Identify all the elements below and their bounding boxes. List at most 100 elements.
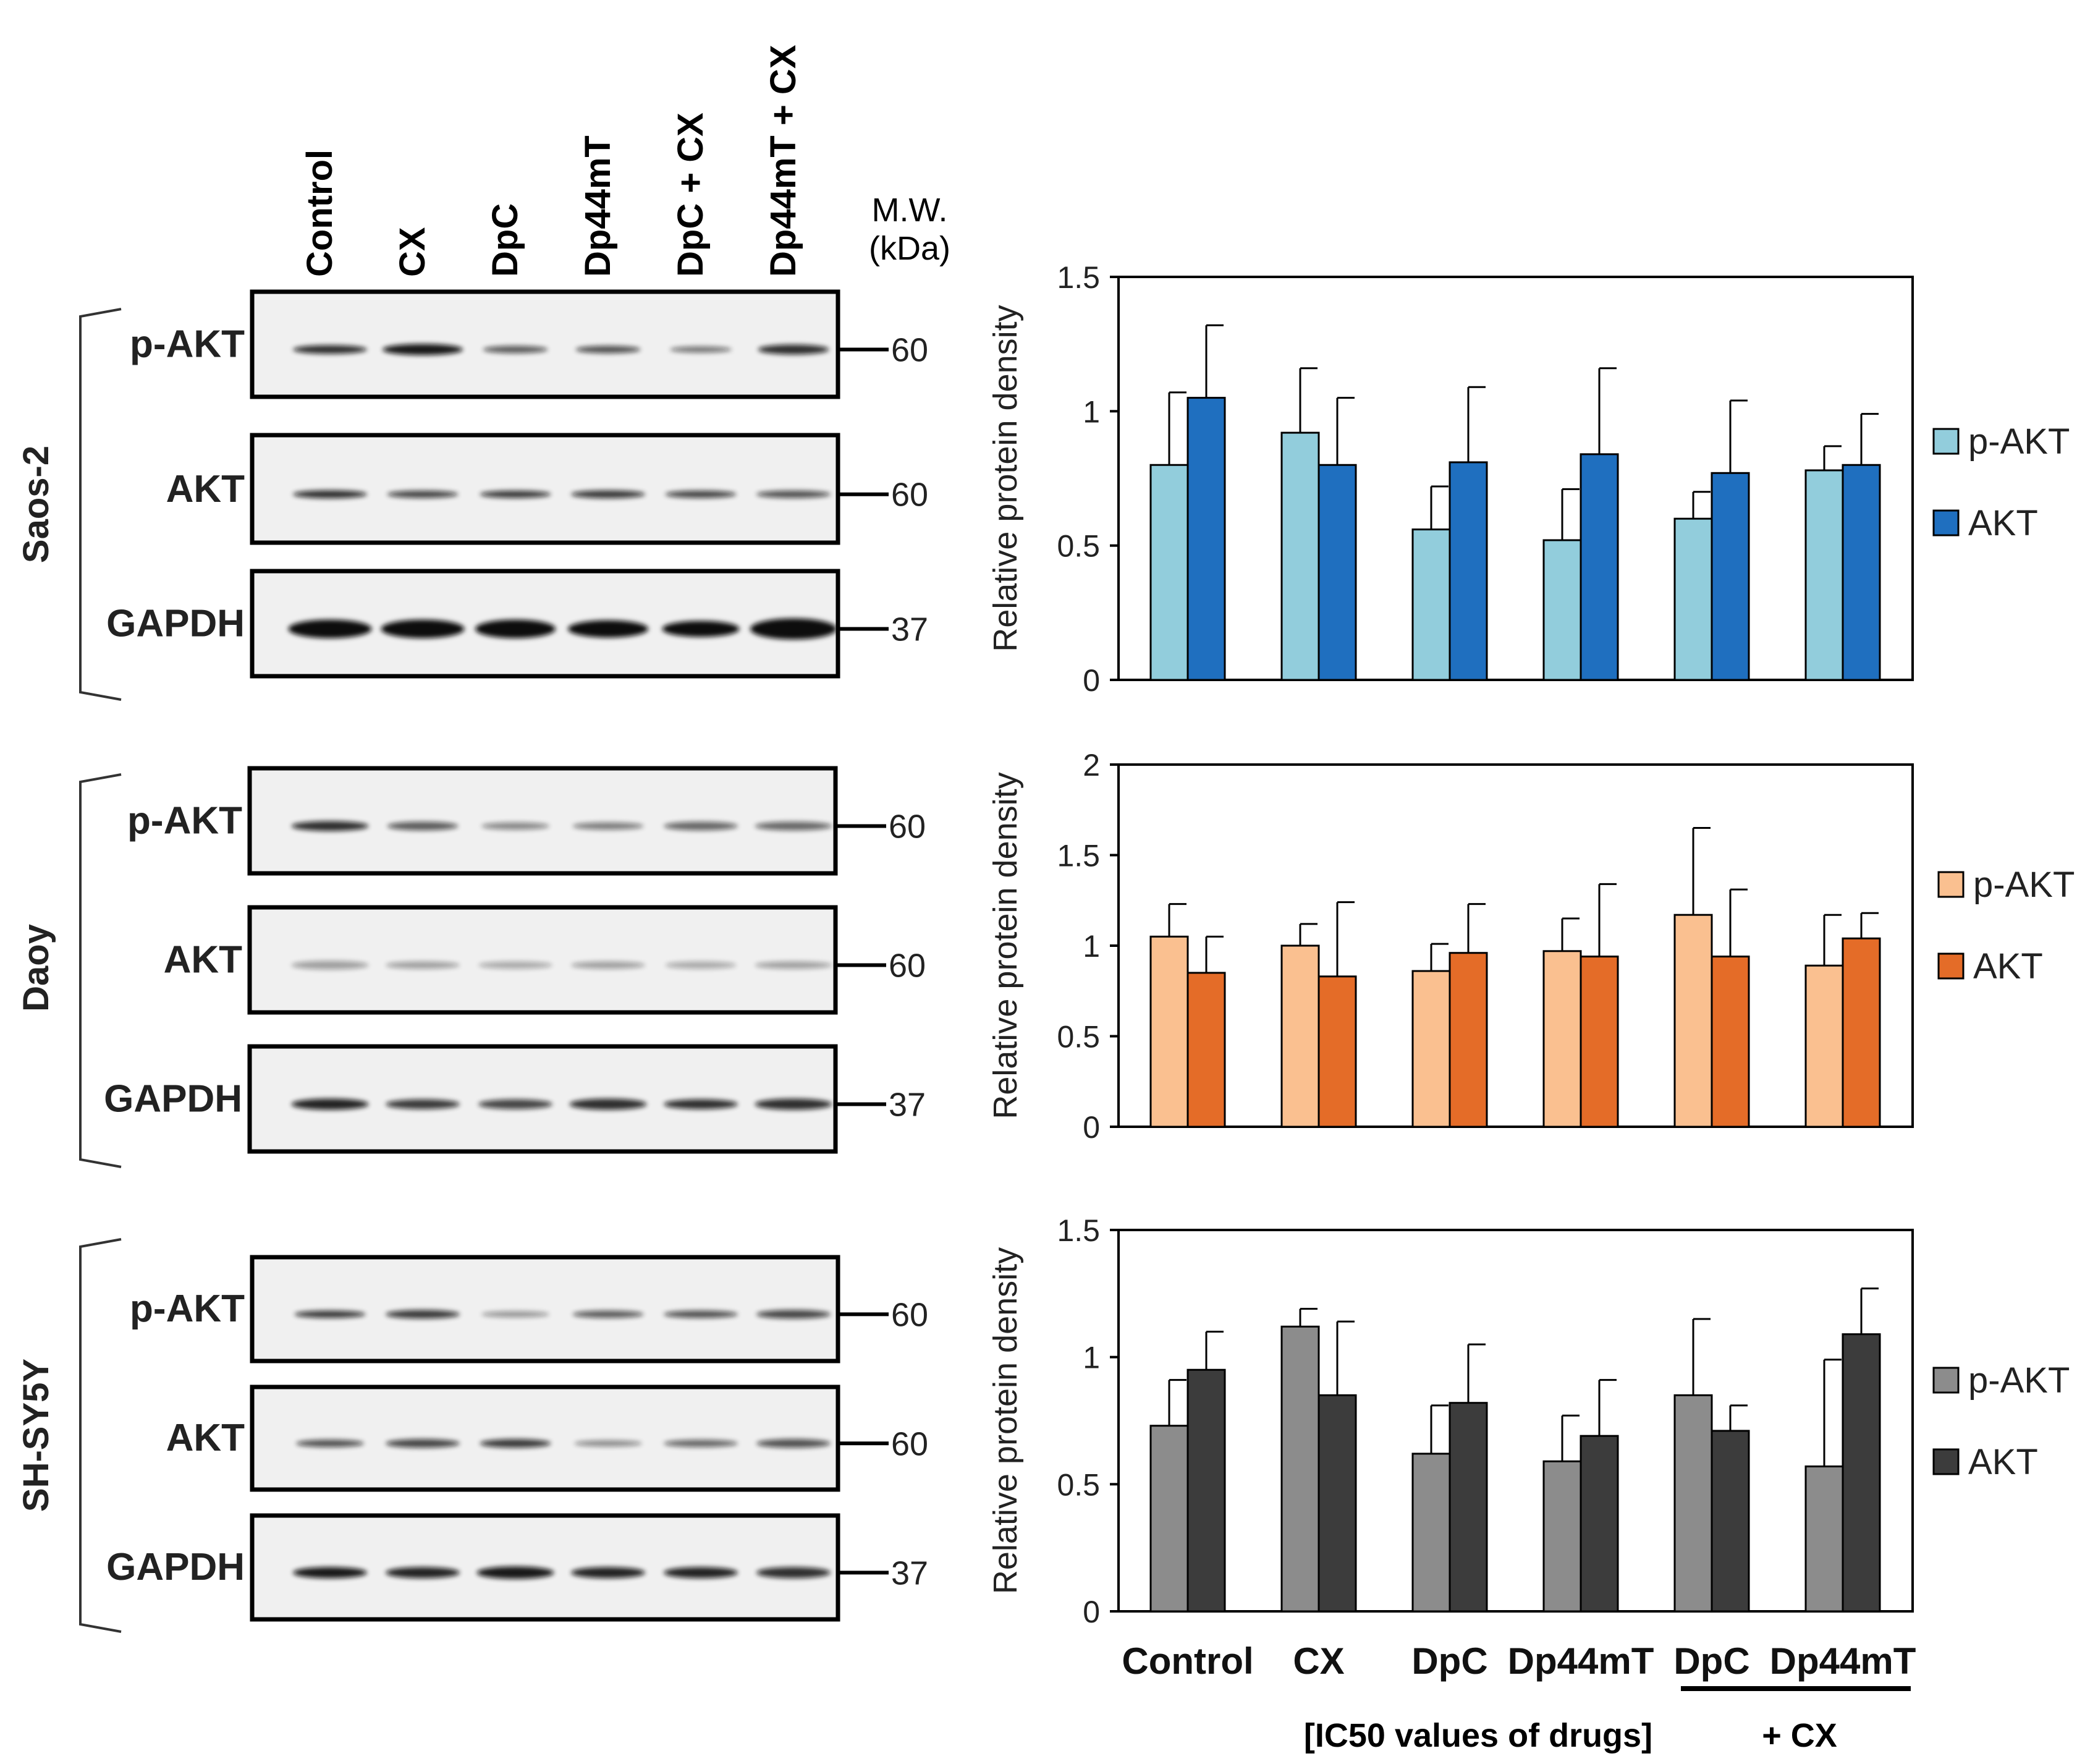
blot-band — [480, 490, 551, 498]
y-tick-label: 1 — [1083, 394, 1100, 429]
legend-label: AKT — [1968, 1442, 2038, 1482]
blot-band — [288, 619, 372, 638]
blot-band — [572, 1310, 644, 1318]
x-axis-label: Dp44mT — [1508, 1640, 1654, 1682]
blot-band — [758, 344, 829, 355]
blot-band — [575, 346, 641, 354]
protein-label: AKT — [166, 1417, 245, 1459]
bar — [1804, 1465, 1844, 1613]
lane-label: DpC + CX — [670, 112, 711, 277]
y-tick-label: 1.5 — [1057, 839, 1100, 873]
blot-band — [756, 1310, 831, 1319]
blot-band — [386, 961, 460, 969]
blot-band — [475, 619, 556, 638]
blot-band — [293, 490, 367, 499]
bar — [1318, 464, 1357, 681]
bar — [1411, 970, 1451, 1128]
bar — [1711, 956, 1750, 1128]
blot-band — [755, 961, 832, 969]
y-tick-label: 1.5 — [1057, 260, 1100, 295]
y-tick-label: 0 — [1083, 663, 1100, 698]
blot-band — [664, 1099, 738, 1109]
y-tick-label: 2 — [1083, 748, 1100, 782]
bar — [1149, 1425, 1189, 1613]
bar — [1804, 469, 1844, 681]
blot-band — [386, 1310, 460, 1319]
mw-marker-label: 37 — [891, 1554, 928, 1592]
bar — [1318, 975, 1357, 1128]
blot-band — [291, 1098, 369, 1110]
lane-label: Dp44mT + CX — [763, 45, 803, 277]
blot-band — [665, 490, 737, 498]
blot-band — [387, 821, 459, 831]
blot-band — [572, 822, 644, 830]
cell-line-bracket — [79, 1238, 122, 1633]
blot-band — [670, 346, 732, 353]
blot-band — [480, 1439, 551, 1448]
x-axis-label: Control — [1122, 1640, 1253, 1682]
plot-frame — [1117, 763, 1914, 1128]
bar — [1280, 431, 1320, 681]
blot-membrane — [250, 1384, 840, 1492]
y-tick-label: 0.5 — [1057, 1467, 1100, 1502]
blot-band — [664, 821, 738, 831]
y-tick-label: 1.5 — [1057, 1213, 1100, 1248]
bar — [1411, 528, 1451, 681]
bar-chart: 0 0.5 1 1.5 Relative protein density p-AKT AKT — [987, 1213, 2070, 1629]
legend-swatch — [1932, 1448, 1960, 1475]
legend-label: p-AKT — [1968, 422, 2070, 462]
bar — [1449, 1402, 1488, 1613]
blot-band — [574, 1440, 642, 1447]
lane-label: DpC — [485, 203, 525, 277]
y-tick-label: 0.5 — [1057, 1020, 1100, 1054]
blot-band — [296, 1440, 364, 1448]
blot-membrane — [247, 766, 838, 876]
bar-chart: 0 0.5 1 1.5 Relative protein density p-AKT AKT — [987, 260, 2070, 698]
bar-chart: 0 0.5 1 1.5 2 Relative protein density p-AKT AK… — [987, 748, 2075, 1145]
mw-marker-label: 60 — [891, 332, 928, 369]
blot-band — [386, 1439, 460, 1448]
blot-band — [664, 1310, 738, 1318]
bar — [1842, 1333, 1881, 1613]
legend-swatch — [1937, 871, 1965, 898]
mw-marker-label: 37 — [891, 611, 928, 648]
y-axis-label: Relative protein density — [987, 772, 1024, 1119]
bar — [1542, 1460, 1582, 1613]
blot-band — [664, 1440, 738, 1448]
blot-band — [293, 1567, 367, 1579]
protein-label: p-AKT — [127, 799, 242, 842]
blot-band — [386, 1099, 460, 1109]
bar — [1186, 1368, 1226, 1613]
bar — [1804, 964, 1844, 1128]
blot-membrane — [247, 905, 838, 1015]
bar — [1411, 1452, 1451, 1613]
protein-label: p-AKT — [130, 1287, 245, 1330]
mw-marker-label: 60 — [891, 1425, 928, 1462]
blot-band — [750, 618, 837, 640]
x-axis-label: DpC — [1411, 1640, 1487, 1682]
x-axis-labels: Control CX DpC Dp44mT DpC Dp44mT — [1122, 1640, 1916, 1682]
bar — [1580, 956, 1619, 1128]
bar — [1280, 944, 1320, 1128]
bar — [1711, 472, 1750, 681]
y-axis-label: Relative protein density — [987, 1247, 1024, 1594]
lane-headers: Control CX DpC Dp44mT DpC + CX Dp44mT + … — [300, 45, 803, 277]
blot-band — [291, 960, 369, 970]
mw-marker-label: 60 — [889, 948, 926, 985]
x-axis-label: CX — [1293, 1640, 1344, 1682]
y-axis-label: Relative protein density — [987, 305, 1024, 651]
bar — [1580, 453, 1619, 681]
bar — [1842, 464, 1881, 681]
blot-band — [481, 822, 549, 830]
western-blots: Saos-2 p-AKT 60 AKT 60 GAPDH 37 Daoy p-AKT 60 AKT 6… — [16, 289, 928, 1633]
blot-band — [381, 619, 465, 638]
mw-marker-label: 37 — [889, 1087, 926, 1124]
blot-band — [662, 621, 740, 637]
cell-line-bracket — [79, 308, 122, 701]
bar — [1673, 517, 1713, 681]
blot-membrane — [247, 1044, 838, 1154]
blot-band — [291, 821, 369, 831]
mw-header-line2: (kDa) — [869, 230, 950, 267]
y-tick-label: 0.5 — [1057, 529, 1100, 564]
bar — [1711, 1430, 1750, 1613]
